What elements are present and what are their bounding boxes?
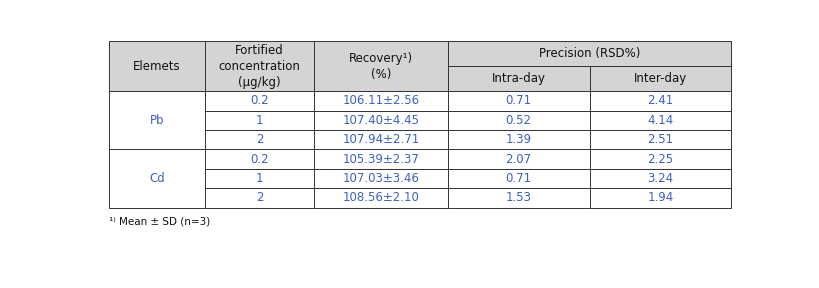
- Bar: [448, 66, 590, 91]
- Bar: [314, 169, 448, 188]
- Bar: [205, 149, 314, 169]
- Text: Inter-day: Inter-day: [634, 72, 687, 85]
- Bar: [448, 149, 590, 169]
- Text: 106.11±2.56: 106.11±2.56: [342, 94, 419, 107]
- Bar: [448, 188, 590, 208]
- Text: 107.40±4.45: 107.40±4.45: [342, 114, 419, 127]
- Bar: [590, 91, 731, 111]
- Text: 1: 1: [256, 114, 264, 127]
- Text: Fortified
concentration
(μg/kg): Fortified concentration (μg/kg): [219, 44, 301, 89]
- Text: Elemets: Elemets: [133, 60, 181, 73]
- Text: 2.07: 2.07: [505, 153, 532, 166]
- Bar: [314, 91, 448, 111]
- Text: 4.14: 4.14: [647, 114, 673, 127]
- Text: 2: 2: [256, 191, 264, 204]
- Text: 1.39: 1.39: [505, 133, 532, 146]
- Bar: [448, 169, 590, 188]
- Text: 1.94: 1.94: [647, 191, 673, 204]
- Text: Pb: Pb: [150, 114, 164, 127]
- Bar: [314, 188, 448, 208]
- Text: 2.25: 2.25: [647, 153, 673, 166]
- Bar: [448, 41, 731, 66]
- Bar: [448, 130, 590, 149]
- Bar: [590, 130, 731, 149]
- Bar: [590, 149, 731, 169]
- Bar: [314, 130, 448, 149]
- Bar: [205, 111, 314, 130]
- Text: 108.56±2.10: 108.56±2.10: [342, 191, 419, 204]
- Text: Cd: Cd: [149, 172, 165, 185]
- Text: 2.51: 2.51: [647, 133, 673, 146]
- Bar: [590, 169, 731, 188]
- Text: 0.2: 0.2: [251, 94, 269, 107]
- Text: 0.2: 0.2: [251, 153, 269, 166]
- Bar: [590, 111, 731, 130]
- Bar: [205, 169, 314, 188]
- Text: Recovery¹)
(%): Recovery¹) (%): [349, 52, 413, 81]
- Bar: [314, 111, 448, 130]
- Bar: [205, 188, 314, 208]
- Text: 1: 1: [256, 172, 264, 185]
- Bar: [590, 66, 731, 91]
- Text: 107.03±3.46: 107.03±3.46: [342, 172, 419, 185]
- Bar: [205, 41, 314, 91]
- Bar: [314, 41, 448, 91]
- Bar: [314, 149, 448, 169]
- Text: 0.52: 0.52: [505, 114, 532, 127]
- Text: 2: 2: [256, 133, 264, 146]
- Bar: [109, 41, 205, 91]
- Text: 0.71: 0.71: [505, 172, 532, 185]
- Text: Intra-day: Intra-day: [491, 72, 545, 85]
- Bar: [448, 111, 590, 130]
- Text: Precision (RSD%): Precision (RSD%): [539, 47, 640, 60]
- Text: 0.71: 0.71: [505, 94, 532, 107]
- Bar: [205, 130, 314, 149]
- Bar: [109, 91, 205, 149]
- Text: 105.39±2.37: 105.39±2.37: [342, 153, 419, 166]
- Text: ¹⁾ Mean ± SD (n=3): ¹⁾ Mean ± SD (n=3): [109, 216, 210, 226]
- Bar: [448, 91, 590, 111]
- Bar: [205, 91, 314, 111]
- Text: 2.41: 2.41: [647, 94, 673, 107]
- Text: 1.53: 1.53: [505, 191, 532, 204]
- Text: 107.94±2.71: 107.94±2.71: [342, 133, 419, 146]
- Bar: [109, 149, 205, 208]
- Bar: [590, 188, 731, 208]
- Text: 3.24: 3.24: [647, 172, 673, 185]
